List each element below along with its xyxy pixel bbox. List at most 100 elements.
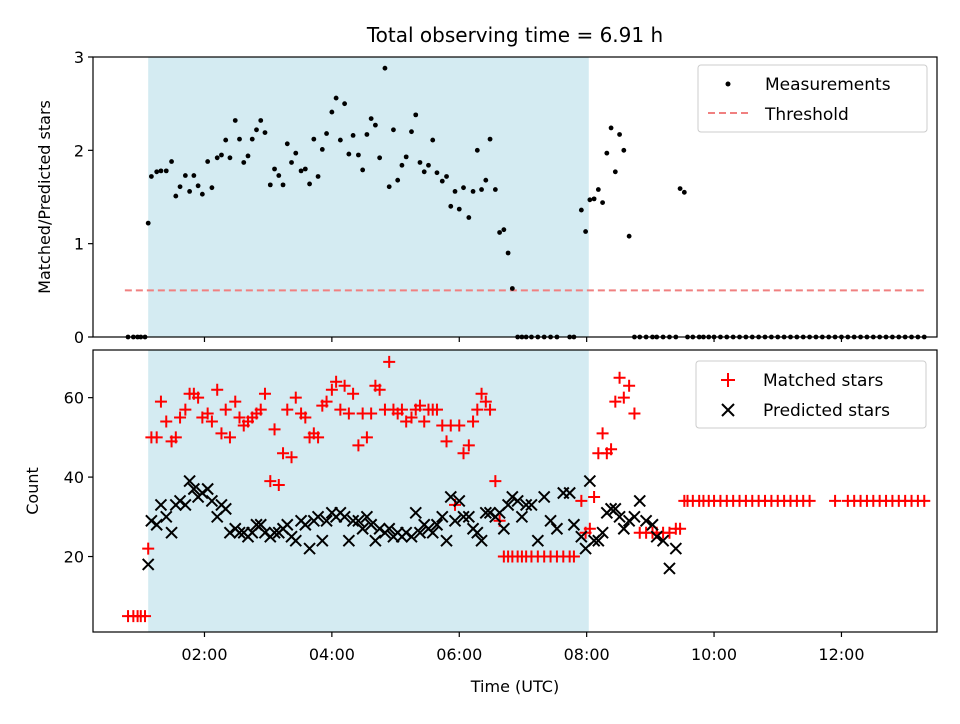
measurement-point [350,133,356,138]
measurement-point [479,187,484,192]
measurement-point [227,155,233,161]
matched-star-point [457,447,470,460]
matched-star-point [330,375,343,388]
top-y-tick-label: 0 [74,328,84,347]
matched-star-point [215,427,228,440]
bottom-y-tick-label: 60 [64,389,84,408]
predicted-star-point [609,502,622,516]
measurement-point [403,154,409,160]
measurement-point [333,95,339,101]
matched-star-point [479,395,492,408]
measurement-point [284,141,290,147]
measurement-point [254,127,259,133]
predicted-star-point [299,518,312,531]
measurement-point [466,215,472,220]
matched-star-point [268,423,281,436]
predicted-star-point [409,506,422,520]
top-y-tick-label: 1 [74,235,84,254]
matched-star-point [383,355,396,368]
measurement-point [587,197,593,203]
measurement-point [461,185,466,191]
measurement-point [612,169,618,175]
measurement-point [413,112,419,118]
matched-star-point [484,403,497,416]
predicted-star-point [567,518,581,531]
measurement-point [439,178,445,184]
measurement-point [319,147,325,152]
measurement-point [342,101,348,107]
measurement-point [509,286,515,291]
measurement-point [417,160,423,165]
matched-star-point [264,475,277,488]
predicted-star-point [289,534,302,547]
matched-star-point [803,494,816,507]
measurement-point [372,122,378,128]
predicted-star-point [303,542,316,555]
measurement-point [169,159,174,164]
matched-star-point [325,383,338,396]
predicted-star-point [639,514,653,527]
predicted-star-point [320,514,333,527]
bottom-y-axis-label: Count [23,467,42,515]
predicted-star-point [440,534,453,547]
matched-star-point [583,522,596,535]
measurement-point [604,150,610,156]
matched-star-point [623,379,636,392]
measurement-point [307,181,312,187]
predicted-star-point [254,518,267,531]
matched-star-point [609,395,622,408]
bottom-y-tick-label: 20 [64,548,84,567]
measurement-point [289,160,294,165]
predicted-star-point [356,522,369,535]
measurement-point [456,206,462,212]
predicted-star-point [364,518,378,531]
measurement-point [382,65,388,71]
predicted-star-point [656,534,670,547]
matched-star-point [272,479,285,492]
matched-star-point [338,379,351,392]
chart-title: Total observing time = 6.91 h [366,23,663,47]
matched-star-point [575,494,588,507]
x-tick-label: 04:00 [309,645,355,664]
predicted-star-point [457,510,470,524]
measurement-point [298,168,304,174]
measurement-point [409,129,414,135]
matched-star-point [342,407,355,420]
predicted-star-point [430,518,444,531]
measurement-point [444,174,449,179]
measurement-point [434,170,440,176]
predicted-star-point [583,474,597,488]
bottom-legend-box [695,360,927,429]
predicted-star-point [233,526,246,539]
measurement-point [426,162,431,168]
matched-star-point [489,475,502,488]
measurement-point [578,207,584,213]
measurement-point [272,166,277,172]
matched-star-point [139,610,152,623]
matched-star-point [347,387,360,400]
measurement-point [487,136,493,142]
predicted-star-point [471,526,484,539]
measurement-point [195,183,201,189]
matched-star-point [201,407,214,420]
predicted-star-point [663,562,676,575]
matched-star-point [334,403,347,416]
measurement-point [249,136,255,142]
matched-star-point [277,447,290,460]
matched-star-point [360,431,373,444]
matched-star-point [475,387,488,400]
predicted-star-point [596,526,609,539]
measurement-point [430,137,436,143]
legend-matched-marker [721,373,735,387]
measurement-point [681,189,687,195]
predicted-star-point [475,534,488,547]
measurement-point [483,177,489,183]
measurement-point [391,127,396,133]
predicted-star-point [646,518,659,531]
predicted-star-point [531,534,545,547]
matched-star-point [373,383,386,396]
measurement-point [311,136,317,142]
predicted-star-point [436,510,449,524]
measurement-point [356,152,361,158]
predicted-star-point [426,526,439,539]
